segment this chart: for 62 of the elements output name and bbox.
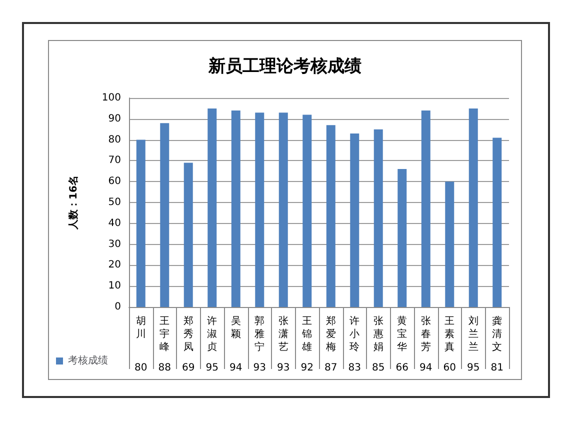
x-tick-label: 郭雅宁 — [254, 315, 265, 353]
bar — [326, 125, 336, 307]
data-label: 92 — [300, 362, 314, 374]
x-tick-label: 黄宝华 — [397, 315, 408, 353]
x-tick-label: 张惠娟 — [372, 315, 384, 353]
legend-label: 考核成绩 — [68, 354, 108, 366]
x-tick-label: 许小玲 — [350, 315, 360, 353]
x-tick-label: 刘兰兰 — [468, 315, 478, 353]
bar — [492, 138, 502, 307]
x-tick-label: 王素真 — [444, 316, 455, 353]
y-tick-label: 90 — [108, 113, 121, 124]
bar — [136, 140, 146, 307]
x-tick-label: 张潇艺 — [278, 315, 288, 353]
y-axis-title: 人数：16名 — [68, 176, 80, 230]
bar — [278, 112, 288, 307]
y-tick-label: 30 — [108, 238, 121, 250]
data-label: 85 — [372, 362, 385, 374]
x-tick-label: 吴颖 — [230, 316, 241, 340]
data-label: 93 — [277, 362, 290, 374]
data-label: 83 — [348, 362, 361, 374]
y-tick-label: 100 — [102, 92, 121, 104]
y-tick-label: 60 — [108, 176, 121, 188]
data-label: 66 — [396, 362, 408, 374]
data-label: 88 — [158, 362, 171, 374]
data-label: 87 — [324, 362, 338, 374]
data-label: 80 — [134, 362, 148, 374]
data-label: 94 — [420, 362, 432, 374]
x-tick-label: 郑爱梅 — [324, 315, 336, 353]
bar — [350, 134, 360, 307]
data-label: 60 — [443, 362, 456, 374]
data-label: 95 — [467, 362, 480, 374]
data-label: 94 — [230, 362, 242, 374]
data-label: 69 — [182, 362, 195, 374]
y-tick-label: 10 — [108, 280, 121, 292]
bar — [302, 114, 312, 307]
x-tick-label: 郑秀凤 — [183, 315, 194, 353]
chart-title: 新员工理论考核成绩 — [208, 56, 362, 76]
y-tick-label: 70 — [108, 155, 121, 166]
bar — [231, 110, 240, 307]
bar — [374, 129, 383, 307]
data-label: 93 — [253, 362, 266, 374]
data-label: 95 — [206, 362, 218, 374]
bar — [255, 112, 264, 307]
y-tick-label: 40 — [108, 218, 121, 229]
bar — [445, 182, 454, 307]
bar — [160, 123, 170, 307]
y-tick-label: 50 — [108, 197, 121, 208]
x-tick-label: 龚清文 — [492, 315, 502, 353]
data-label: 81 — [490, 362, 504, 374]
bar — [184, 162, 193, 307]
x-tick-label: 许淑贞 — [207, 315, 218, 353]
y-tick-label: 20 — [108, 260, 121, 271]
x-tick-label: 王锦雄 — [301, 316, 312, 353]
x-tick-label: 张春芳 — [420, 315, 431, 353]
bar — [398, 169, 407, 307]
y-tick-label: 80 — [108, 134, 121, 146]
x-tick-label: 胡川 — [136, 315, 146, 340]
bar — [468, 108, 478, 307]
bar — [208, 108, 217, 307]
x-tick-label: 王宇峰 — [160, 316, 170, 353]
y-tick-label: 0 — [114, 302, 121, 312]
bar — [421, 110, 430, 307]
